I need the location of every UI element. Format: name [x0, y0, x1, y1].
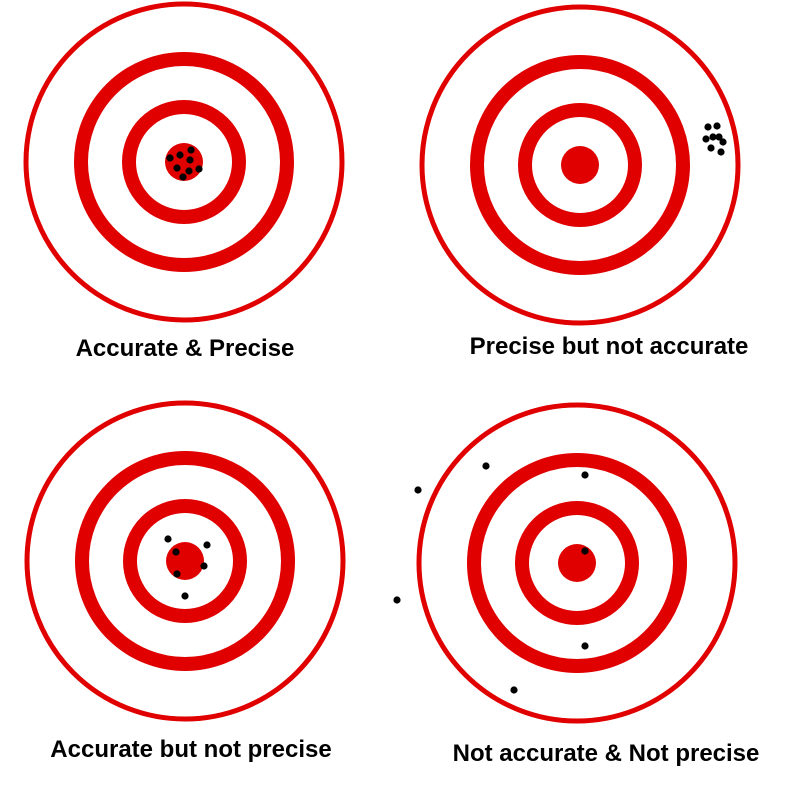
- shot-dot: [717, 148, 725, 156]
- shot-dot: [581, 471, 589, 479]
- middle-ring: [74, 52, 294, 272]
- shot-dot: [713, 122, 721, 130]
- shot-dot: [482, 462, 490, 470]
- shot-dot: [186, 156, 194, 164]
- label-accurate-precise: Accurate & Precise: [75, 335, 295, 362]
- inner-ring: [518, 103, 642, 227]
- shot-dot: [414, 486, 422, 494]
- shot-dot: [704, 123, 712, 131]
- bullseye: [558, 544, 596, 582]
- bullseye: [561, 146, 599, 184]
- shot-dot: [203, 541, 211, 549]
- label-not-accurate-not-precise: Not accurate & Not precise: [452, 740, 760, 767]
- label-precise-not-accurate: Precise but not accurate: [469, 333, 749, 360]
- shot-dot: [581, 547, 589, 555]
- shot-dot: [187, 146, 195, 154]
- middle-ring: [467, 453, 687, 673]
- shot-dot: [179, 173, 187, 181]
- shot-dot: [393, 596, 401, 604]
- outer-ring: [419, 4, 741, 326]
- shot-dot: [702, 135, 710, 143]
- outer-ring: [416, 402, 738, 724]
- shot-dot: [581, 642, 589, 650]
- outer-ring: [24, 400, 346, 722]
- shot-dot: [719, 138, 727, 146]
- shot-dot: [715, 133, 723, 141]
- shot-dot: [164, 535, 172, 543]
- inner-ring: [515, 501, 639, 625]
- shot-dot: [173, 164, 181, 172]
- outer-ring: [23, 1, 345, 323]
- label-accurate-not-precise: Accurate but not precise: [50, 736, 332, 763]
- shot-dot: [176, 151, 184, 159]
- bullseye: [166, 542, 204, 580]
- inner-ring: [123, 499, 247, 623]
- shot-dot: [200, 562, 208, 570]
- shot-dot: [181, 592, 189, 600]
- shot-dot: [173, 570, 181, 578]
- middle-ring: [75, 451, 295, 671]
- shot-dot: [707, 144, 715, 152]
- middle-ring: [470, 55, 690, 275]
- inner-ring: [122, 100, 246, 224]
- shot-dot: [510, 686, 518, 694]
- shot-dot: [166, 154, 174, 162]
- shot-dot: [185, 167, 193, 175]
- shot-dot: [172, 548, 180, 556]
- shot-dot: [195, 165, 203, 173]
- shot-dot: [709, 133, 717, 141]
